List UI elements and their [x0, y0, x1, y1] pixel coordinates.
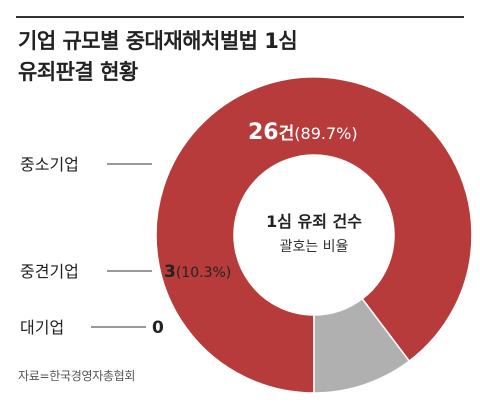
slice-2 — [313, 297, 411, 394]
value-label-2: 3(10.3%) — [164, 262, 231, 282]
value-label-1: 26건(89.7%) — [248, 120, 358, 145]
chart-title-line1: 기업 규모별 중대재해처벌법 1심 — [18, 29, 298, 53]
center-label-line1: 1심 유죄 건수 — [266, 212, 362, 231]
value-label-3: 0 — [152, 318, 164, 338]
top-rule — [16, 16, 464, 18]
chart-title: 기업 규모별 중대재해처벌법 1심 유죄판결 현황 — [18, 26, 378, 88]
chart-title-line2: 유죄판결 현황 — [18, 60, 138, 84]
category-label-3: 대기업 — [20, 318, 64, 337]
category-label-1: 중소기업 — [20, 155, 79, 174]
center-label-line2: 괄호는 비율 — [280, 239, 349, 255]
slice-1 — [155, 76, 473, 394]
category-label-2: 중견기업 — [20, 262, 79, 281]
source-note: 자료=한국경영자총협회 — [18, 369, 136, 383]
